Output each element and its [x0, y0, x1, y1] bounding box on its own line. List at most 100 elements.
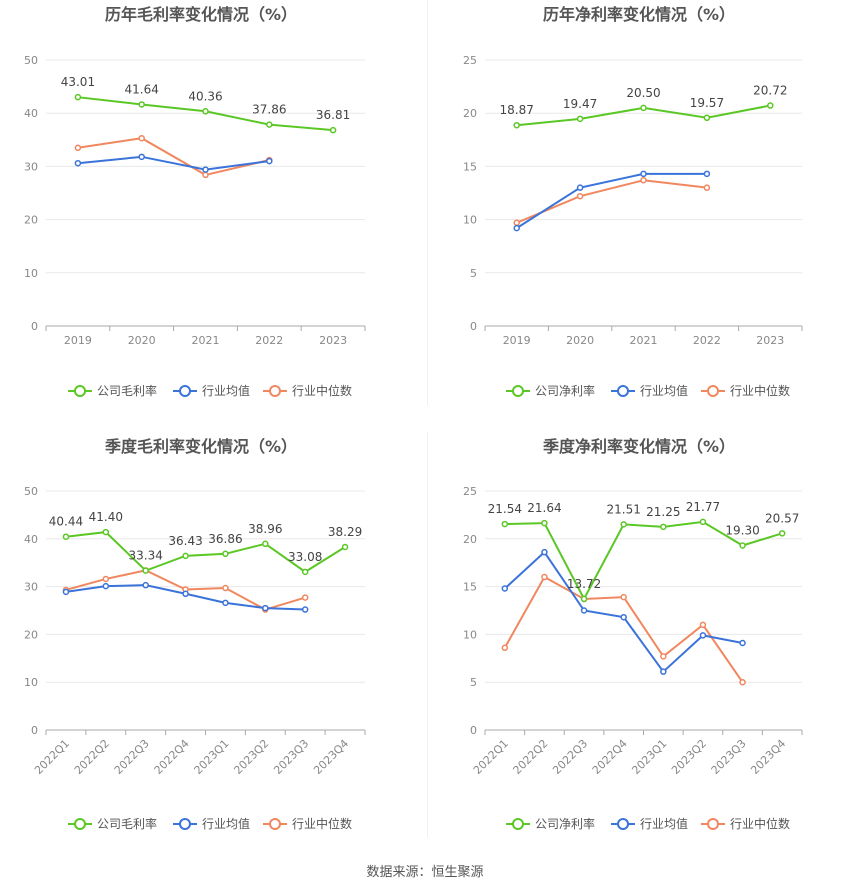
data-point-company — [739, 542, 746, 549]
chart-title: 季度毛利率变化情况（%） — [104, 437, 297, 456]
y-tick-label: 40 — [24, 533, 38, 546]
data-point-avg — [102, 582, 110, 590]
legend-marker — [74, 385, 86, 397]
legend-item-median: 行业中位数 — [701, 383, 790, 398]
data-point-median — [576, 192, 584, 200]
data-point-company — [266, 121, 273, 128]
data-point-avg — [262, 604, 269, 612]
data-point-company — [262, 540, 269, 548]
data-label: 38.29 — [328, 525, 362, 539]
data-point-company — [703, 114, 711, 122]
data-point-avg — [699, 632, 707, 639]
x-tick-label: 2023 — [756, 334, 784, 347]
x-tick-label: 2023Q3 — [271, 737, 311, 777]
data-point-company — [513, 121, 520, 129]
data-point-median — [620, 593, 627, 601]
legend-label: 公司毛利率 — [97, 816, 157, 831]
y-tick-label: 40 — [24, 107, 38, 120]
data-point-company — [580, 595, 588, 603]
data-point-company — [640, 104, 647, 112]
x-tick-label: 2023Q4 — [748, 737, 788, 777]
data-point-company — [138, 101, 145, 108]
x-tick-label: 2019 — [503, 334, 531, 347]
x-tick-label: 2022Q2 — [72, 737, 112, 777]
data-point-company — [182, 552, 189, 560]
x-tick-label: 2022Q1 — [471, 737, 511, 777]
y-tick-label: 0 — [31, 320, 38, 333]
data-point-company — [660, 523, 667, 531]
series-line-median — [77, 137, 270, 176]
data-point-company — [699, 518, 707, 526]
legend-label: 行业中位数 — [292, 816, 352, 831]
data-label: 33.08 — [288, 550, 322, 564]
data-label: 40.44 — [49, 515, 83, 529]
data-label: 40.36 — [188, 89, 222, 103]
data-point-avg — [62, 588, 70, 596]
x-tick-label: 2022Q4 — [590, 737, 630, 777]
data-point-median — [541, 573, 548, 581]
y-tick-label: 30 — [24, 160, 38, 173]
y-tick-label: 0 — [470, 724, 477, 737]
y-tick-label: 5 — [470, 267, 477, 280]
x-tick-label: 2022Q4 — [152, 737, 192, 777]
data-label: 21.51 — [607, 502, 641, 516]
data-point-avg — [541, 548, 548, 556]
legend-item-median: 行业中位数 — [701, 816, 790, 831]
legend-marker — [269, 818, 281, 830]
series-line-median — [516, 179, 708, 224]
data-point-company — [202, 108, 209, 115]
data-point-avg — [703, 170, 711, 178]
legend-marker — [707, 818, 719, 830]
data-point-company — [142, 567, 149, 574]
x-tick-label: 2023 — [319, 334, 347, 347]
x-tick-label: 2023Q4 — [311, 737, 351, 777]
y-tick-label: 10 — [24, 267, 38, 280]
x-tick-label: 2022Q1 — [32, 737, 72, 777]
series-line-median — [503, 575, 744, 683]
data-point-median — [699, 621, 707, 629]
data-point-avg — [222, 599, 229, 607]
legend-item-avg: 行业均值 — [173, 383, 250, 398]
legend-marker — [617, 818, 629, 830]
data-point-median — [202, 171, 209, 179]
data-point-avg — [142, 581, 149, 589]
series-line-avg — [516, 172, 707, 229]
data-label: 43.01 — [61, 75, 95, 89]
data-point-median — [102, 575, 110, 583]
data-point-avg — [182, 590, 189, 598]
data-point-median — [222, 584, 229, 592]
data-label: 36.81 — [316, 108, 350, 122]
data-point-median — [703, 184, 711, 191]
legend-item-company: 公司净利率 — [506, 383, 595, 398]
data-label: 20.57 — [765, 511, 799, 525]
legend-label: 行业中位数 — [730, 816, 790, 831]
data-point-avg — [202, 166, 209, 173]
legend-item-company: 公司毛利率 — [68, 383, 157, 398]
data-label: 20.72 — [753, 84, 787, 98]
legend-item-avg: 行业均值 — [611, 383, 688, 398]
legend-item-company: 公司净利率 — [506, 816, 595, 831]
x-tick-label: 2022 — [693, 334, 721, 347]
x-tick-label: 2023Q1 — [191, 737, 231, 777]
legend-marker — [179, 385, 191, 397]
legend-label: 行业均值 — [202, 383, 250, 398]
y-tick-label: 50 — [24, 54, 38, 67]
data-point-median — [501, 644, 509, 652]
data-label: 18.87 — [500, 103, 534, 117]
data-point-avg — [513, 224, 520, 232]
legend-label: 行业均值 — [640, 816, 688, 831]
data-point-median — [513, 219, 520, 227]
y-tick-label: 25 — [463, 54, 477, 67]
data-point-company — [102, 528, 110, 536]
data-label: 13.72 — [567, 577, 601, 591]
data-label: 19.47 — [563, 97, 597, 111]
data-point-avg — [74, 159, 82, 167]
panel-divider-top — [427, 0, 428, 405]
chart-title: 历年净利率变化情况（%） — [543, 5, 735, 24]
legend-label: 公司毛利率 — [97, 383, 157, 398]
data-point-company — [329, 126, 337, 134]
legend-marker — [617, 385, 629, 397]
y-tick-label: 30 — [24, 581, 38, 594]
data-point-avg — [620, 613, 627, 621]
data-point-avg — [576, 184, 584, 191]
